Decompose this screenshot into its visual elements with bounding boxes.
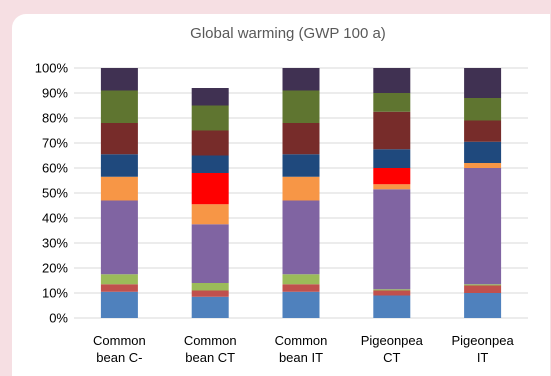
chart-card: Global warming (GWP 100 a) 0% 10% 20% 30% 40… (12, 14, 550, 376)
stacked-bar-chart: Global warming (GWP 100 a) 0% 10% 20% 30% 40… (12, 14, 550, 376)
bar-segment (283, 274, 320, 284)
bar-segment (283, 292, 320, 318)
x-category-label: bean IT (279, 350, 323, 365)
x-category-label: Pigeonpea (452, 333, 515, 348)
bar-segment (101, 292, 138, 318)
y-tick-label: 90% (42, 86, 68, 101)
bar-segment (283, 154, 320, 177)
bar-segment (464, 163, 501, 168)
bar-segment (373, 296, 410, 319)
y-tick-label: 10% (42, 286, 68, 301)
x-category-label: Pigeonpea (361, 333, 424, 348)
bar-segment (283, 123, 320, 154)
bar-segment (373, 184, 410, 189)
y-tick-label: 50% (42, 186, 68, 201)
bar-segment (101, 177, 138, 201)
bar-segment (373, 168, 410, 184)
bar-segment (464, 168, 501, 284)
bar-segment (373, 189, 410, 289)
y-tick-label: 0% (49, 311, 68, 326)
bar-segment (101, 284, 138, 292)
y-tick-label: 40% (42, 211, 68, 226)
bar-segment (373, 112, 410, 150)
bar-segment (464, 293, 501, 318)
y-tick-label: 20% (42, 261, 68, 276)
x-category-label: bean C- (96, 350, 142, 365)
bar-segment (101, 68, 138, 91)
bar-segment (192, 224, 229, 283)
bar-segment (101, 154, 138, 177)
bar-segment (192, 173, 229, 204)
y-tick-label: 100% (35, 61, 69, 76)
bar-segment (283, 68, 320, 91)
bar-segment (373, 93, 410, 112)
bar-segment (192, 131, 229, 156)
y-tick-label: 30% (42, 236, 68, 251)
x-category-label: CT (383, 350, 400, 365)
y-tick-label: 70% (42, 136, 68, 151)
bar-segment (192, 156, 229, 174)
x-category-label: Common (275, 333, 328, 348)
bar-segment (373, 289, 410, 290)
bar-segment (101, 123, 138, 154)
x-category-label: Common (93, 333, 146, 348)
bar-segment (464, 284, 501, 285)
y-tick-label: 60% (42, 161, 68, 176)
bar-segment (101, 274, 138, 284)
bar-segment (192, 283, 229, 291)
bar-segment (283, 177, 320, 201)
bar-segment (373, 68, 410, 93)
bar-segment (283, 284, 320, 292)
bar-segment (192, 106, 229, 131)
bar-segment (464, 142, 501, 163)
bar-segment (464, 98, 501, 121)
x-axis-category-labels: Common bean C- Common bean CT Common bean IT P… (93, 333, 514, 365)
x-category-label: Common (184, 333, 237, 348)
bar-segment (373, 291, 410, 296)
bar-segment (192, 204, 229, 224)
bar-segment (192, 291, 229, 297)
bar-segment (464, 121, 501, 142)
x-category-label: IT (477, 350, 489, 365)
bar-segment (464, 286, 501, 294)
y-axis-tick-labels: 0% 10% 20% 30% 40% 50% 60% 70% 80% 90% 100% (35, 61, 69, 326)
bar-segment (283, 201, 320, 275)
bar-segment (192, 88, 229, 106)
x-category-label: bean CT (185, 350, 235, 365)
bar-segment (373, 149, 410, 168)
bar-segment (101, 201, 138, 275)
bar-segment (283, 91, 320, 124)
bar-segment (464, 68, 501, 98)
bar-segment (192, 297, 229, 318)
bar-segment (101, 91, 138, 124)
chart-title: Global warming (GWP 100 a) (190, 25, 386, 42)
y-tick-label: 80% (42, 111, 68, 126)
